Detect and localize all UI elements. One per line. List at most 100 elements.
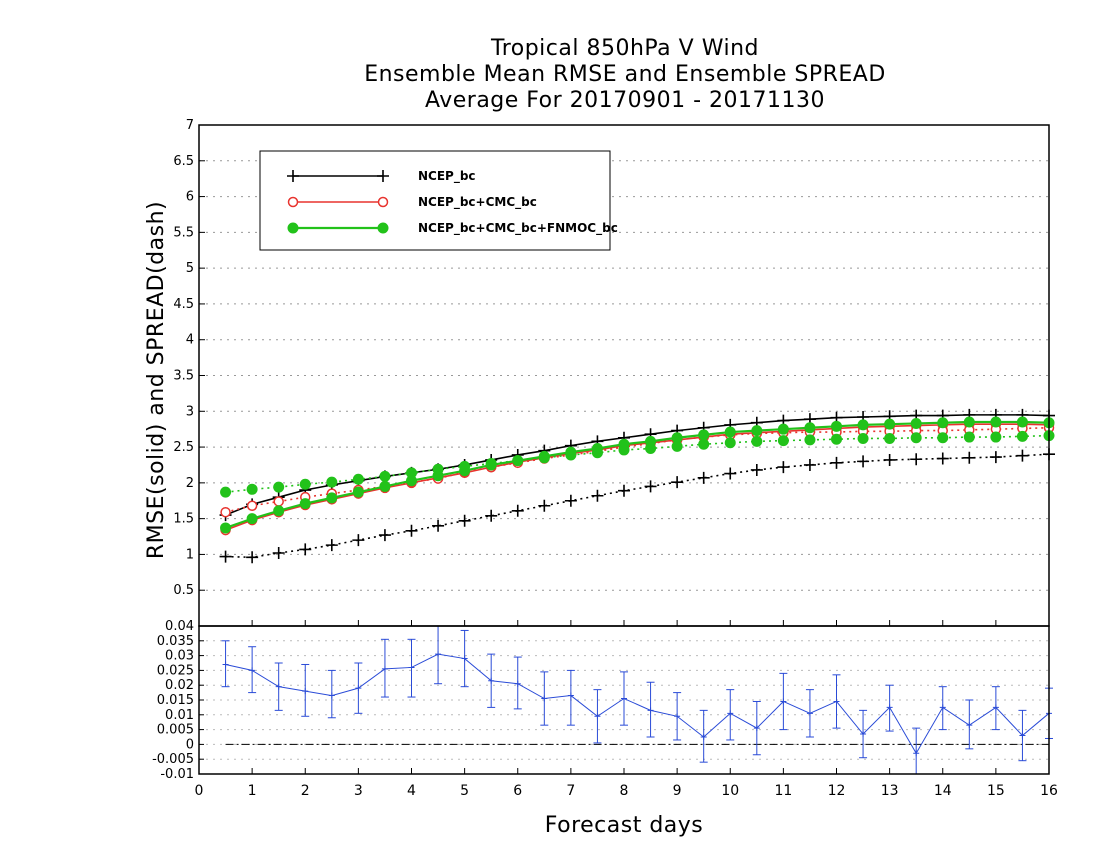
plus-marker <box>1016 449 1029 462</box>
filled-circle-marker <box>1016 416 1028 428</box>
difference-marker <box>461 655 468 662</box>
plus-marker <box>644 480 657 493</box>
x-tick-label: 1 <box>248 783 257 799</box>
rmse-line <box>225 414 1050 516</box>
upper-y-tick-label: 6 <box>186 190 194 205</box>
x-tick-label: 5 <box>460 783 469 799</box>
filled-circle-marker <box>377 222 389 234</box>
filled-circle-marker <box>990 431 1002 443</box>
chart-title-line-1: Tropical 850hPa V Wind <box>490 36 759 61</box>
filled-circle-marker <box>777 435 789 447</box>
plus-marker <box>432 519 445 532</box>
upper-y-tick-label: 4.5 <box>173 297 194 312</box>
plus-marker <box>883 453 896 466</box>
legend-label: NCEP_bc <box>418 169 476 184</box>
difference-marker <box>913 750 920 757</box>
filled-circle-marker <box>963 416 975 428</box>
plus-marker <box>377 170 389 182</box>
y-axis-label: RMSE(solid) and SPREAD(dash) <box>144 201 169 559</box>
plus-marker <box>287 170 299 182</box>
chart-title-line-3: Average For 20170901 - 20171130 <box>424 88 826 113</box>
lower-y-tick-label: 0.03 <box>165 649 194 664</box>
filled-circle-marker <box>910 432 922 444</box>
difference-marker <box>594 713 601 720</box>
filled-circle-marker <box>299 498 311 510</box>
filled-circle-marker <box>831 420 842 432</box>
plus-marker <box>936 452 949 465</box>
filled-circle-marker <box>246 513 258 525</box>
difference-marker <box>541 695 548 702</box>
plus-marker <box>299 543 312 556</box>
series-group <box>219 408 1055 564</box>
upper-y-tick-label: 7 <box>186 118 194 133</box>
difference-marker <box>222 661 229 668</box>
upper-y-tick-label: 6.5 <box>173 154 194 169</box>
filled-circle-marker <box>538 452 550 464</box>
difference-marker <box>514 680 521 687</box>
filled-circle-marker <box>751 435 763 447</box>
plus-marker <box>750 463 763 476</box>
upper-y-tick-label: 1.5 <box>173 512 194 527</box>
difference-marker <box>567 692 574 699</box>
spread-line <box>225 453 1050 559</box>
filled-circle-marker <box>273 481 285 493</box>
plus-marker <box>671 476 684 489</box>
filled-circle-marker <box>698 429 710 441</box>
upper-y-tick-label: 1 <box>186 547 194 562</box>
difference-line <box>225 653 1050 755</box>
filled-circle-marker <box>246 483 258 495</box>
plus-marker <box>325 539 338 552</box>
series-group <box>220 416 1055 534</box>
difference-marker <box>939 704 946 711</box>
filled-circle-marker <box>220 486 232 498</box>
filled-circle-marker <box>857 419 869 431</box>
series-group <box>220 418 1055 536</box>
spread-line <box>225 434 1050 493</box>
open-circle-marker <box>246 500 258 512</box>
difference-marker <box>727 710 734 717</box>
x-axis-label: Forecast days <box>545 813 704 838</box>
lower-y-tick-label: 0.035 <box>157 634 194 649</box>
difference-marker <box>647 707 654 714</box>
plus-marker <box>989 451 1002 464</box>
difference-marker <box>674 713 681 720</box>
difference-marker <box>966 722 973 729</box>
difference-marker <box>355 685 362 692</box>
filled-circle-marker <box>459 460 471 472</box>
filled-circle-marker <box>645 443 657 455</box>
legend: NCEP_bc NCEP_bc+CMC_bc NCEP_bc+CMC_bc+FNMO… <box>259 150 618 251</box>
plus-marker <box>511 504 524 517</box>
x-tick-label: 4 <box>407 783 416 799</box>
lower-y-tick-label: -0.01 <box>160 767 194 782</box>
difference-marker <box>753 725 760 732</box>
difference-marker <box>621 695 627 702</box>
filled-circle-marker <box>432 463 444 475</box>
filled-circle-marker <box>671 440 683 452</box>
filled-circle-marker <box>352 473 364 485</box>
difference-marker <box>302 688 309 695</box>
filled-circle-marker <box>804 422 816 434</box>
difference-marker <box>488 677 495 684</box>
difference-marker <box>700 734 707 740</box>
plus-marker <box>219 550 232 563</box>
filled-circle-marker <box>591 447 603 459</box>
x-tick-label: 8 <box>620 783 629 799</box>
filled-circle-marker <box>910 417 922 429</box>
upper-y-tick-label: 3 <box>186 404 194 419</box>
plus-marker <box>697 471 710 484</box>
x-tick-label: 9 <box>673 783 682 799</box>
plus-marker <box>857 455 870 468</box>
upper-y-ticks: 0.5 1 1.5 2 2.5 3 3.5 4 4.5 5 5.5 6 6.5 7 <box>173 118 205 598</box>
plus-marker <box>485 509 498 522</box>
difference-marker <box>1019 732 1026 739</box>
open-circle-marker <box>287 196 299 208</box>
difference-marker <box>408 664 415 671</box>
plus-marker <box>246 551 259 564</box>
lower-y-tick-label: 0.005 <box>157 723 194 738</box>
legend-label: NCEP_bc+CMC_bc <box>418 195 537 210</box>
x-ticks: 0 1 2 3 4 5 6 7 8 9 10 11 12 13 14 15 16 <box>195 620 1058 799</box>
filled-circle-marker <box>618 444 630 456</box>
x-tick-label: 2 <box>301 783 310 799</box>
filled-circle-marker <box>724 437 736 449</box>
